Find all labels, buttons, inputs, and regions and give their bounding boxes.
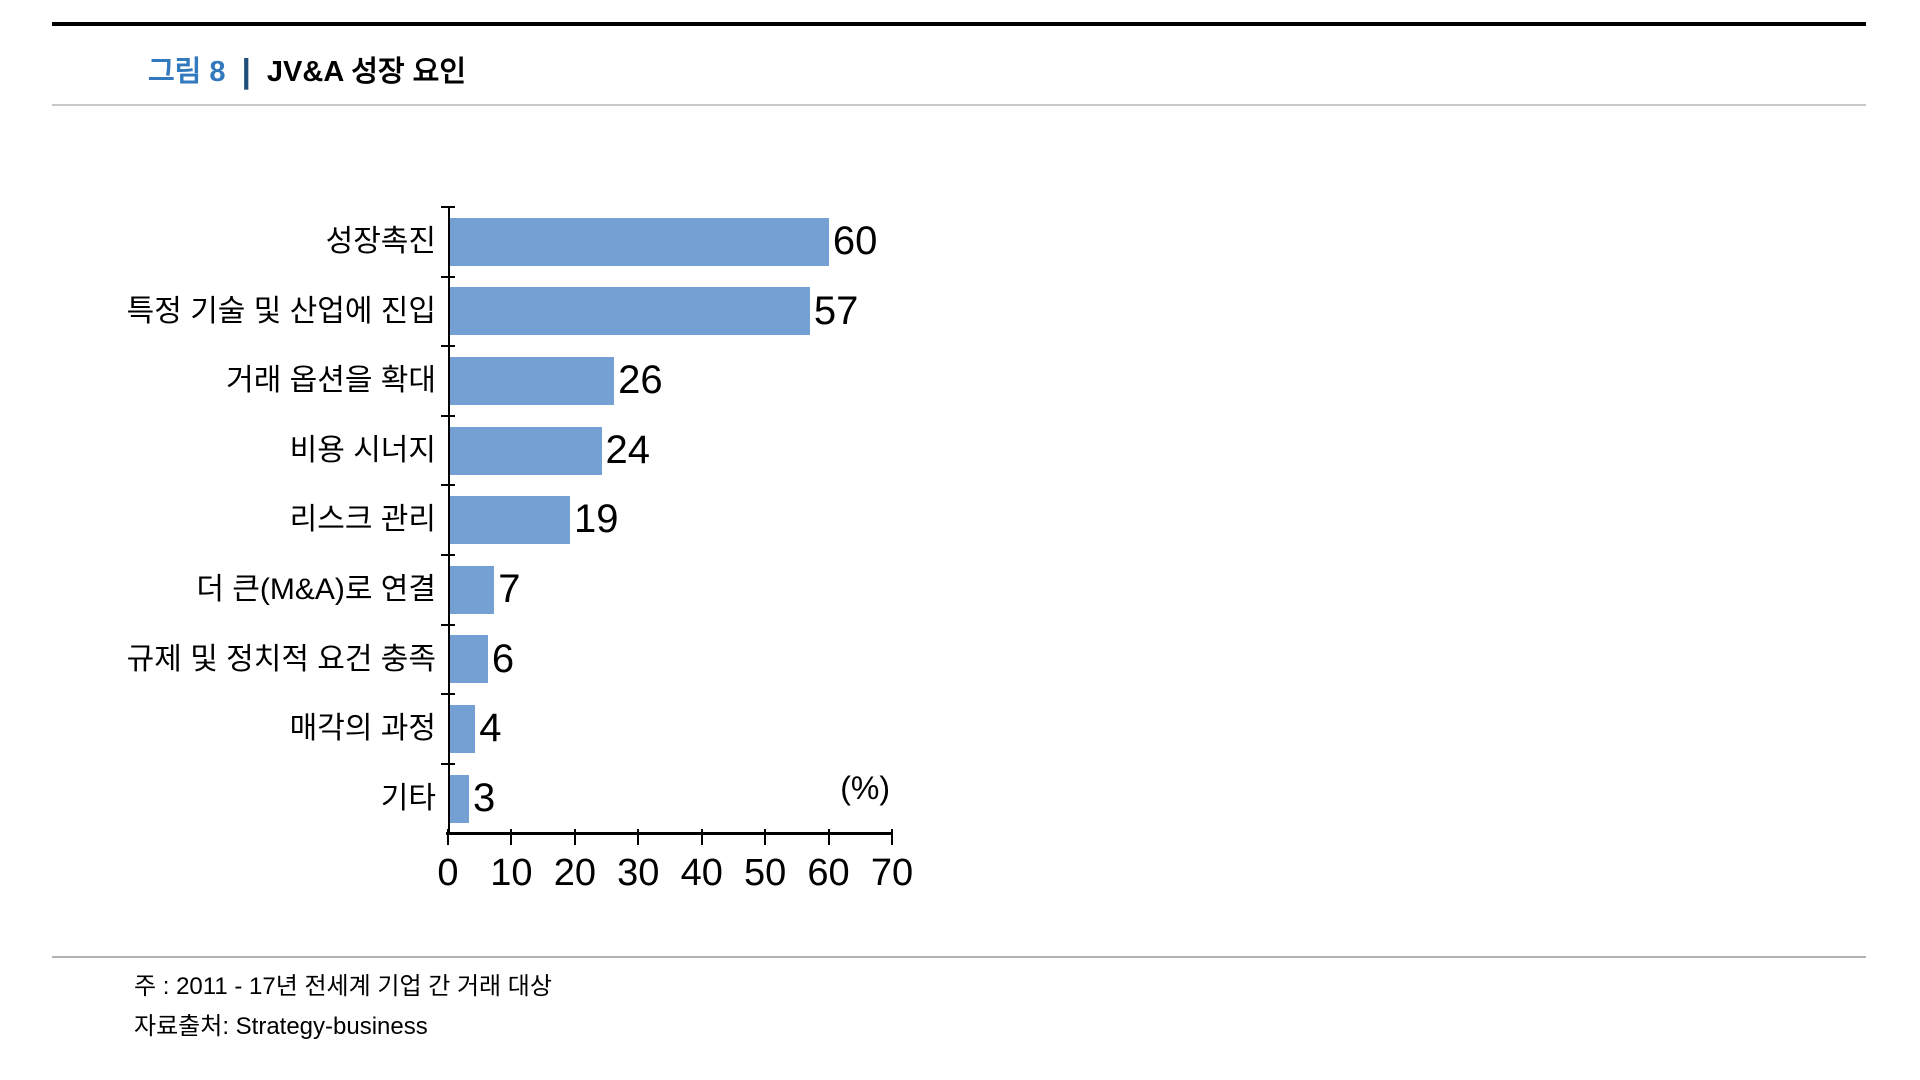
bar xyxy=(450,774,469,823)
value-label: 3 xyxy=(472,775,496,820)
value-label: 24 xyxy=(605,427,651,472)
value-label: 26 xyxy=(618,358,663,403)
x-axis-tick-label: 40 xyxy=(680,852,723,894)
bar xyxy=(450,357,615,405)
x-axis-tick-label: 10 xyxy=(490,852,533,894)
x-axis-tick-label: 70 xyxy=(870,852,914,894)
x-axis-tick-label: 0 xyxy=(437,852,459,894)
category-label: 비용 시너지 xyxy=(289,433,436,467)
value-label: 4 xyxy=(479,706,502,751)
category-label: 성장촉진 xyxy=(325,225,436,258)
y-axis-line xyxy=(448,207,450,834)
category-label: 거래 옵션을 확대 xyxy=(226,364,436,398)
x-axis-line xyxy=(446,832,892,835)
chart-note: 주 : 2011 - 17년 전세계 기업 간 거래 대상 xyxy=(134,973,552,1000)
x-axis-tick xyxy=(764,829,767,845)
header-top-rule xyxy=(52,22,1866,26)
x-axis-tick xyxy=(891,829,893,845)
y-axis-tick xyxy=(441,554,455,556)
x-axis-tick xyxy=(700,829,703,845)
y-axis-tick xyxy=(441,345,455,348)
category-label: 더 큰(M&A)로 연결 xyxy=(196,573,436,606)
y-axis-tick xyxy=(441,275,455,278)
y-axis-tick xyxy=(441,623,455,626)
x-axis-tick xyxy=(827,829,830,845)
value-label: 19 xyxy=(573,497,619,542)
y-axis-tick xyxy=(441,762,455,765)
y-axis-tick xyxy=(441,206,455,208)
x-axis-tick xyxy=(447,829,449,845)
bar xyxy=(450,565,495,614)
y-axis-tick xyxy=(441,693,455,696)
value-label: 57 xyxy=(813,288,859,333)
header-bottom-rule xyxy=(52,104,1866,106)
x-axis-tick-label: 60 xyxy=(807,852,850,894)
bar xyxy=(450,496,570,545)
value-label: 7 xyxy=(498,567,521,611)
chart-source: 자료출처: Strategy-business xyxy=(134,1013,428,1040)
y-axis-tick xyxy=(441,484,455,487)
footer-rule xyxy=(52,956,1866,958)
x-axis-tick-label: 30 xyxy=(617,852,660,894)
x-axis-tick-label: 20 xyxy=(553,852,596,894)
value-label: 6 xyxy=(491,636,515,681)
x-axis-tick xyxy=(637,829,640,845)
x-axis-tick xyxy=(510,829,513,845)
category-label: 규제 및 정치적 요건 충족 xyxy=(126,642,436,676)
figure-number: 그림 8 xyxy=(148,56,226,88)
y-axis-tick xyxy=(441,414,455,417)
x-axis-tick-label: 50 xyxy=(744,852,787,894)
value-label: 60 xyxy=(832,219,878,263)
bar xyxy=(450,287,810,336)
category-label: 리스크 관리 xyxy=(289,503,436,537)
bar-chart: (%) 성장촉진 60 특정 기술 및 산업에 진입 57 거래 옵션을 확대 26 비용 … xyxy=(0,206,1920,927)
figure-separator: | xyxy=(241,52,251,89)
bar xyxy=(450,426,602,475)
category-label: 매각의 과정 xyxy=(289,712,436,746)
figure-title-text: JV&A 성장 요인 xyxy=(266,56,467,88)
bar xyxy=(450,217,829,266)
unit-label: (%) xyxy=(840,770,890,806)
category-label: 특정 기술 및 산업에 진입 xyxy=(126,294,436,328)
category-label: 기타 xyxy=(380,781,436,815)
figure-title: 그림 8 | JV&A 성장 요인 xyxy=(148,48,466,90)
bar xyxy=(450,635,488,684)
x-axis-tick xyxy=(573,829,576,845)
bar xyxy=(450,705,476,753)
